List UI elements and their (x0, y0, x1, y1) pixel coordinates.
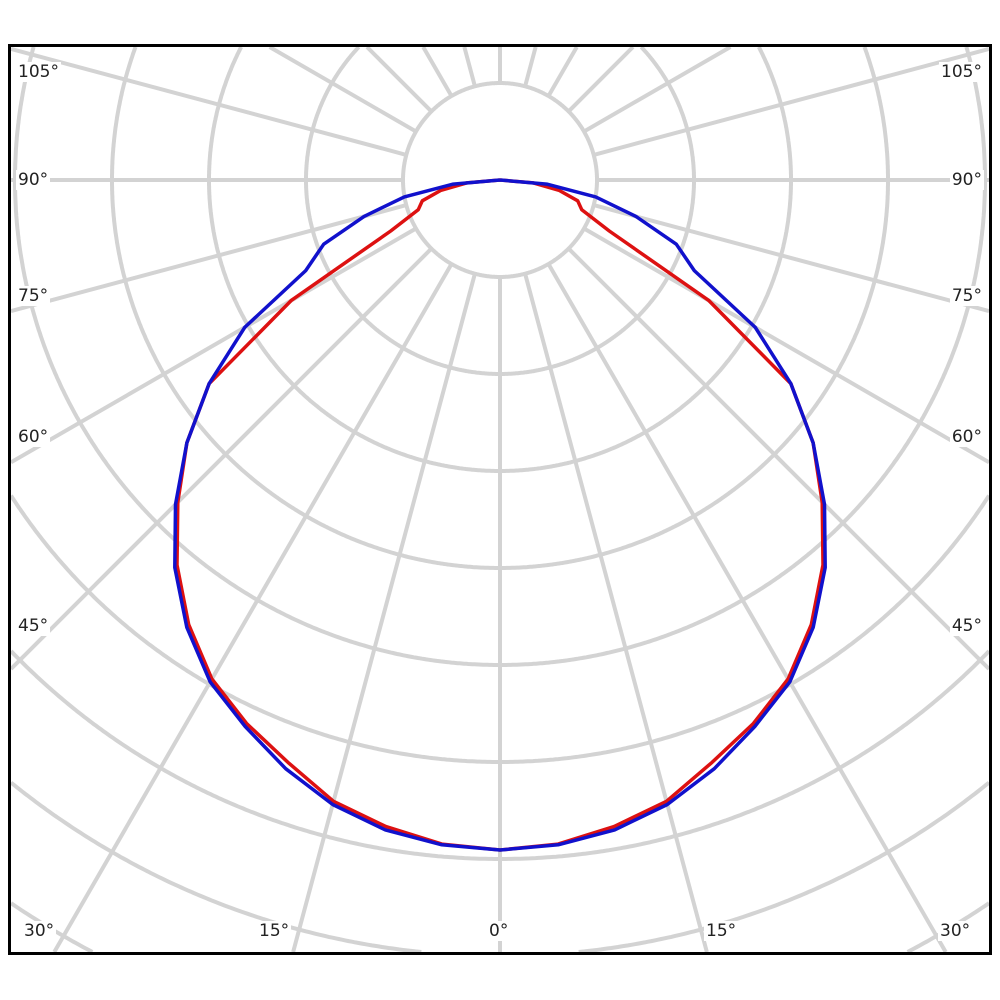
angle-label-bottom-0: 0° (487, 921, 511, 941)
angle-label-left-90: 90° (16, 170, 51, 190)
angle-label-bottom-30-right: 30° (938, 921, 973, 941)
grid-ring (11, 781, 989, 952)
angle-label-right-105: 105° (939, 62, 984, 82)
angle-label-bottom-15-right: 15° (704, 921, 739, 941)
angle-label-right-75: 75° (949, 286, 984, 306)
grid-ray (11, 47, 407, 157)
grid-ray (523, 47, 538, 87)
angle-label-left-105: 105° (16, 62, 61, 82)
grid-ring (11, 649, 989, 861)
grid-ray (291, 273, 477, 952)
grid-ray (268, 47, 417, 134)
angle-label-left-60: 60° (16, 427, 51, 447)
grid-ray (593, 47, 989, 157)
grid-ray (11, 247, 433, 671)
grid-ray (462, 47, 477, 87)
grid-ray (583, 226, 989, 465)
grid-ray (567, 47, 635, 113)
angle-label-bottom-30-left: 30° (22, 921, 57, 941)
grid-ray (11, 203, 407, 313)
grid-ray (11, 226, 417, 465)
grid-ring (110, 47, 890, 570)
grid-ray (523, 273, 709, 952)
angle-label-right-45: 45° (949, 616, 984, 636)
grid-ray (546, 47, 579, 97)
angle-label-right-60: 60° (949, 427, 984, 447)
grid-ring (207, 47, 793, 473)
grid-ray (52, 263, 454, 952)
polar-plot (11, 47, 989, 952)
grid-ray (583, 47, 732, 134)
angle-label-right-90: 90° (949, 170, 984, 190)
grid-ray (546, 263, 948, 952)
series-line-2 (173, 178, 827, 852)
grid-ring (13, 47, 987, 667)
grid-ray (593, 203, 989, 313)
angle-label-left-45: 45° (16, 616, 51, 636)
grid-ray (567, 247, 989, 671)
chart-frame (8, 44, 992, 955)
grid-ray (421, 47, 454, 97)
angle-label-left-75: 75° (16, 286, 51, 306)
grid-ray (365, 47, 433, 113)
grid-ring (304, 47, 696, 376)
angle-label-bottom-15-left: 15° (257, 921, 292, 941)
